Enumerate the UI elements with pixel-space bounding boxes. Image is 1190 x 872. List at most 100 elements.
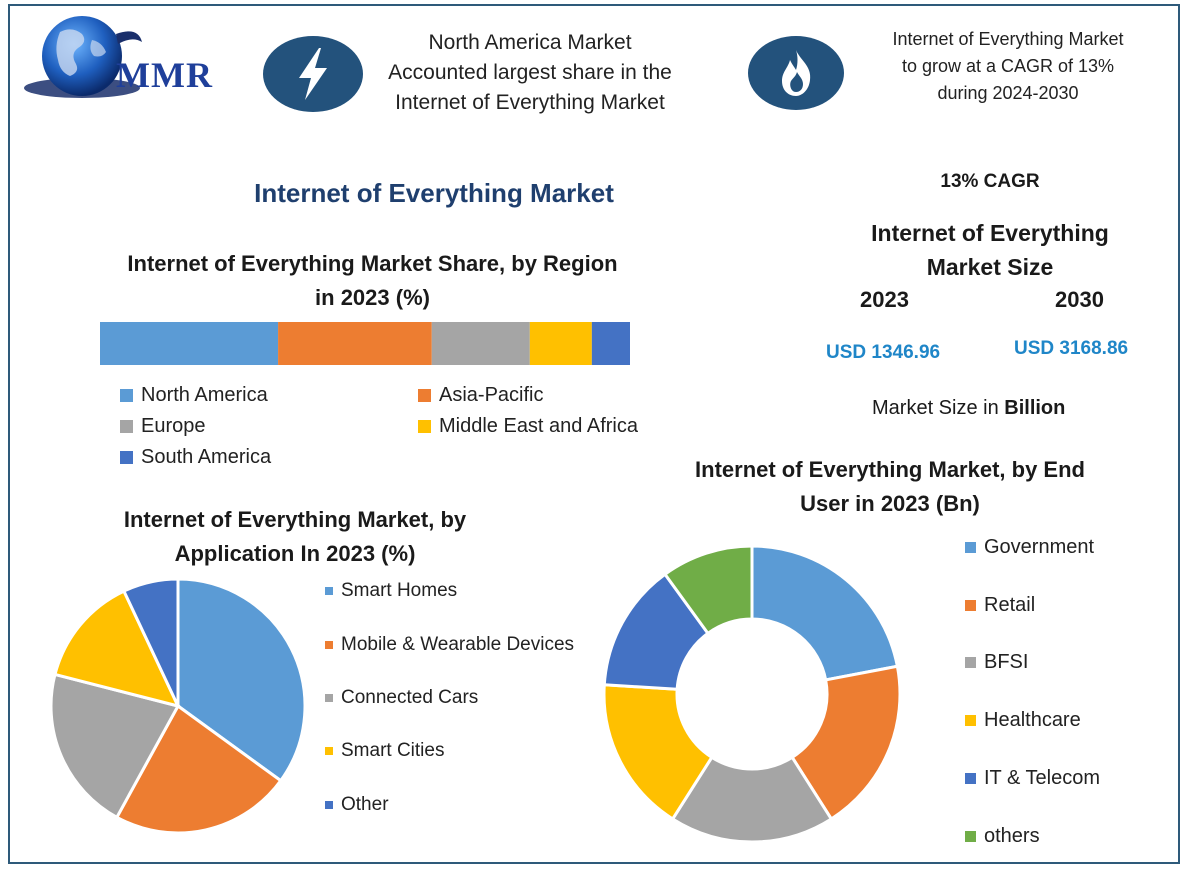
lightning-badge: [263, 36, 363, 112]
legend-others: others: [965, 825, 1040, 848]
legend-swatch: [965, 773, 976, 784]
legend-government: Government: [965, 536, 1094, 559]
legend-middle-east-africa: Middle East and Africa: [418, 415, 638, 438]
legend-north-america: North America: [120, 384, 268, 407]
legend-swatch: [325, 641, 333, 649]
legend-label: BFSI: [984, 651, 1029, 673]
legend-label: Europe: [141, 415, 206, 437]
legend-label: IT & Telecom: [984, 767, 1100, 789]
callout1-line1: North America Market: [428, 31, 632, 54]
donut-slice-bfsi: [670, 755, 834, 844]
legend-swatch: [965, 831, 976, 842]
pie-slice-smart-cities: [53, 589, 181, 709]
region-title-line2: in 2023 (%): [315, 285, 430, 310]
legend-swatch: [418, 389, 431, 402]
legend-label: Other: [341, 794, 389, 815]
legend-label: South America: [141, 446, 272, 468]
legend-swatch: [325, 587, 333, 595]
value-end: USD 3168.86: [1014, 338, 1129, 359]
legend-swatch: [965, 657, 976, 668]
main-title: Internet of Everything Market: [254, 178, 614, 208]
donut-slice-government: [750, 544, 900, 682]
region-chart-title: Internet of Everything Market Share, by …: [95, 247, 650, 315]
callout-cagr: Internet of Everything Market to grow at…: [850, 26, 1166, 107]
legend-europe: Europe: [120, 415, 206, 438]
legend-label: Mobile & Wearable Devices: [341, 634, 575, 655]
legend-label: Government: [984, 536, 1095, 558]
size-title: Internet of Everything Market Size: [830, 216, 1150, 284]
legend-connected-cars: Connected Cars: [325, 687, 478, 709]
legend-swatch: [120, 420, 133, 433]
donut-slice-retail: [790, 664, 902, 822]
legend-it-telecom: IT & Telecom: [965, 767, 1100, 790]
legend-smart-cities: Smart Cities: [325, 740, 444, 762]
legend-healthcare: Healthcare: [965, 709, 1081, 732]
region-title-line1: Internet of Everything Market Share, by …: [127, 251, 618, 276]
legend-smart-homes: Smart Homes: [325, 580, 457, 602]
callout1-line3: Internet of Everything Market: [395, 91, 665, 114]
legend-swatch: [965, 600, 976, 611]
legend-swatch: [325, 801, 333, 809]
legend-swatch: [120, 451, 133, 464]
application-pie-chart: [49, 577, 307, 835]
size-unit-bold: Billion: [1004, 397, 1066, 419]
pie-slice-other: [121, 577, 180, 707]
callout-north-america: North America Market Accounted largest s…: [360, 28, 700, 118]
donut-slice-others: [662, 544, 754, 636]
legend-swatch: [418, 420, 431, 433]
legend-label: Asia-Pacific: [439, 384, 544, 406]
globe-icon: [24, 16, 142, 98]
legend-label: Retail: [984, 594, 1036, 616]
end-user-title-line1: Internet of Everything Market, by End: [695, 457, 1085, 482]
pie-slice-mobile-and-wearable-devices: [114, 703, 283, 835]
bar-segment-south-america: [591, 322, 630, 365]
flame-badge: [748, 36, 844, 110]
legend-label: Middle East and Africa: [439, 415, 638, 437]
legend-south-america: South America: [120, 446, 271, 469]
legend-asia-pacific: Asia-Pacific: [418, 384, 543, 407]
legend-label: Connected Cars: [341, 687, 479, 708]
application-chart-title: Internet of Everything Market, by Applic…: [80, 503, 510, 571]
legend-bfsi: BFSI: [965, 651, 1028, 674]
legend-retail: Retail: [965, 594, 1035, 617]
legend-label: Healthcare: [984, 709, 1081, 731]
application-title-line2: Application In 2023 (%): [174, 541, 416, 566]
legend-swatch: [965, 542, 976, 553]
cagr-label: 13% CAGR: [940, 171, 1040, 192]
flame-icon: [782, 50, 811, 96]
callout2-line1: Internet of Everything Market: [892, 29, 1124, 49]
callout1-line2: Accounted largest share in the: [388, 61, 672, 84]
callout2-line2: to grow at a CAGR of 13%: [901, 56, 1115, 76]
callout2-line3: during 2024-2030: [937, 83, 1079, 103]
bar-segment-europe: [431, 322, 530, 365]
region-stacked-bar: [100, 322, 630, 365]
end-user-chart-title: Internet of Everything Market, by End Us…: [660, 453, 1120, 521]
value-start: USD 1346.96: [826, 342, 941, 363]
size-title-line2: Market Size: [926, 254, 1054, 280]
size-title-line1: Internet of Everything: [871, 220, 1109, 246]
legend-swatch: [325, 694, 333, 702]
legend-label: Smart Homes: [341, 580, 458, 601]
size-unit-prefix: Market Size in: [872, 397, 1005, 419]
legend-label: North America: [141, 384, 268, 406]
bar-segment-north-america: [100, 322, 279, 365]
legend-swatch: [965, 715, 976, 726]
legend-label: others: [984, 825, 1040, 847]
legend-other: Other: [325, 794, 389, 816]
year-end: 2030: [1055, 287, 1104, 312]
legend-swatch: [325, 747, 333, 755]
lightning-icon: [299, 48, 327, 100]
bar-segment-middle-east-and-africa: [529, 322, 592, 365]
pie-slice-smart-homes: [176, 577, 307, 783]
legend-label: Smart Cities: [341, 740, 445, 761]
legend-swatch: [120, 389, 133, 402]
legend-mobile-wearable: Mobile & Wearable Devices: [325, 634, 574, 656]
bar-segment-asia-pacific: [278, 322, 432, 365]
end-user-donut-chart: [602, 544, 902, 844]
year-start: 2023: [860, 287, 909, 312]
pie-slice-connected-cars: [49, 672, 181, 820]
size-unit: Market Size in Billion: [872, 397, 1065, 420]
application-title-line1: Internet of Everything Market, by: [123, 507, 467, 532]
infographic-frame: [8, 4, 1180, 864]
logo: MMR: [20, 10, 240, 110]
